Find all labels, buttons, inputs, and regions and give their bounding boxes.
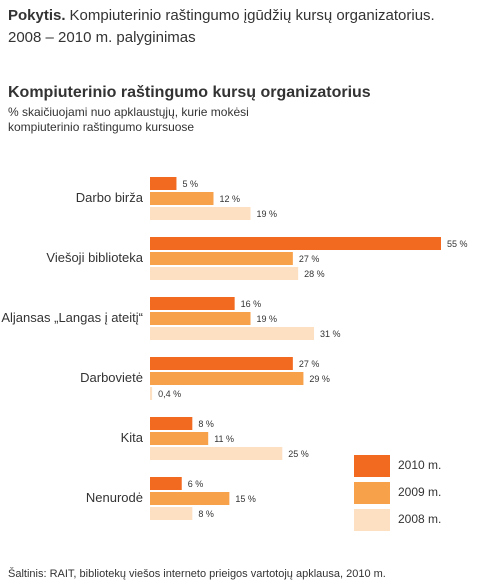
legend-label: 2009 m. [398,485,441,499]
value-label: 5 % [182,179,198,189]
bar [150,507,193,520]
value-label: 19 % [257,314,278,324]
bar [150,357,293,370]
header-text: Kompiuterinio raštingumo įgūdžių kursų o… [70,7,435,24]
header-text: 2008 – 2010 m. palyginimas [8,29,196,46]
value-label: 29 % [309,374,330,384]
bar [150,252,293,265]
bar [150,387,153,400]
category-label: Darbovietė [80,370,143,385]
category-label: Kita [121,430,144,445]
value-label: 55 % [447,239,468,249]
value-label: 12 % [219,194,240,204]
bar [150,432,209,445]
value-label: 25 % [288,449,309,459]
bar [150,447,283,460]
value-label: 27 % [299,359,320,369]
bar [150,417,193,430]
legend-swatch [354,482,390,504]
value-label: 8 % [198,419,214,429]
bar [150,177,177,190]
source: Šaltinis: RAIT, bibliotekų viešos intern… [8,567,386,580]
legend-swatch [354,455,390,477]
bar [150,267,299,280]
bar [150,312,251,325]
category-label: Viešoji biblioteka [46,250,143,265]
bar [150,327,315,340]
bar [150,372,304,385]
category-label: Nenurodė [86,490,143,505]
value-label: 6 % [188,479,204,489]
category-label: Darbo birža [76,190,144,205]
value-label: 27 % [299,254,320,264]
chart-subtitle: kompiuterinio raštingumo kursuose [8,120,194,134]
legend-swatch [354,509,390,531]
value-label: 28 % [304,269,325,279]
category-label: Aljansas „Langas į ateitį“ [1,310,143,325]
value-label: 31 % [320,329,341,339]
legend-label: 2008 m. [398,512,441,526]
bar [150,297,235,310]
value-label: 8 % [198,509,214,519]
value-label: 15 % [235,494,256,504]
chart-title: Kompiuterinio raštingumo kursų organizat… [8,84,371,101]
bar [150,192,214,205]
bar [150,492,230,505]
bar [150,237,441,250]
header-label: Pokytis. [8,7,66,24]
value-label: 11 % [214,434,234,444]
value-label: 16 % [241,299,262,309]
legend-label: 2010 m. [398,458,441,472]
bar [150,477,182,490]
value-label: 19 % [257,209,278,219]
header: Pokytis. Kompiuterinio raštingumo įgūdžių… [8,7,435,24]
chart-subtitle: % skaičiuojami nuo apklaustųjų, kurie mo… [8,105,249,119]
bar [150,207,251,220]
value-label: 0,4 % [158,389,181,399]
